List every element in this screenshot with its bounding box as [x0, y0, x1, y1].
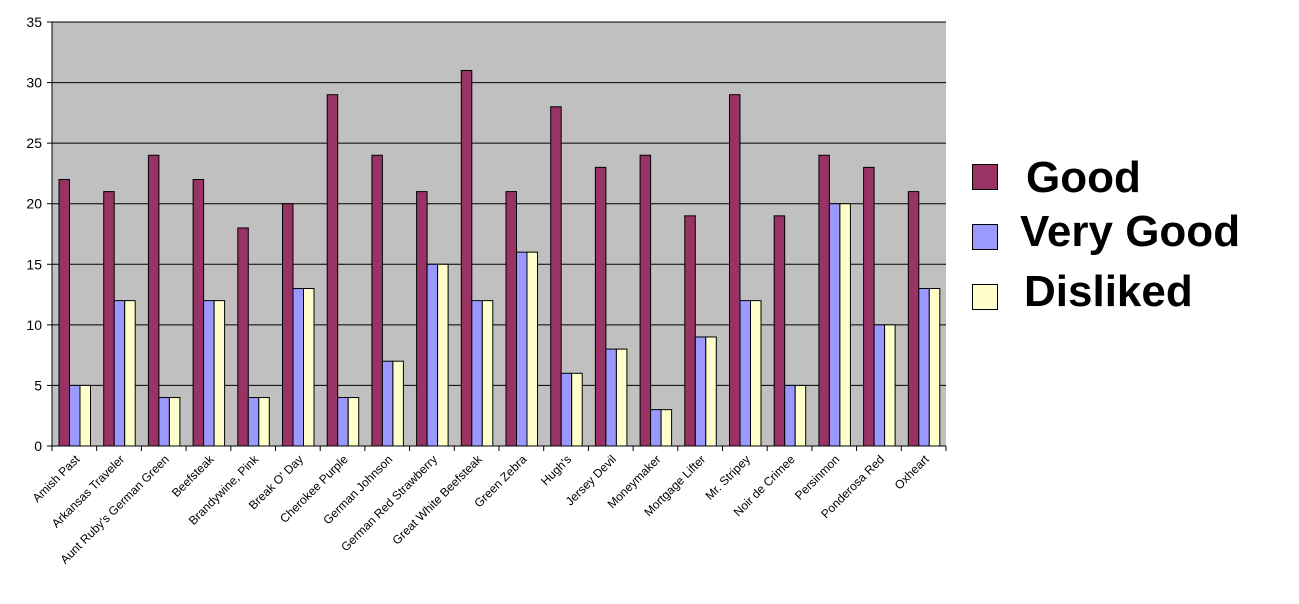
bar-very-good	[605, 348, 617, 447]
bar-disliked	[928, 288, 941, 447]
bar-good	[326, 94, 339, 447]
bar-very-good	[873, 324, 886, 447]
bar-very-good	[918, 288, 930, 447]
bar-very-good	[560, 372, 573, 447]
y-tick-label: 30	[26, 75, 42, 91]
bar-disliked	[750, 300, 762, 447]
bar-disliked	[347, 397, 360, 447]
bar-disliked	[526, 251, 538, 447]
bar-disliked	[705, 336, 717, 447]
bar-very-good	[381, 360, 394, 447]
bar-disliked	[213, 300, 226, 447]
bar-disliked	[168, 397, 181, 447]
bar-very-good	[69, 384, 81, 447]
bar-good	[639, 154, 652, 447]
bar-very-good	[203, 300, 215, 447]
bar-very-good	[784, 384, 796, 447]
bar-good	[58, 178, 70, 447]
legend-swatch-disliked	[972, 284, 998, 310]
bar-good	[863, 166, 875, 447]
bar-very-good	[739, 300, 751, 447]
bar-good	[818, 154, 830, 447]
bar-disliked	[79, 384, 91, 447]
bar-good	[505, 191, 517, 447]
bar-good	[907, 191, 920, 447]
bar-good	[416, 191, 428, 447]
bar-very-good	[694, 336, 707, 447]
legend-swatch-very-good	[972, 224, 998, 250]
bar-very-good	[113, 300, 126, 447]
bar-disliked	[258, 397, 270, 447]
bar-disliked	[437, 263, 449, 447]
bar-disliked	[839, 203, 851, 447]
bar-good	[684, 215, 696, 447]
bar-disliked	[794, 384, 807, 447]
y-tick-label: 10	[26, 317, 42, 333]
plot-area	[52, 22, 946, 446]
y-tick-label: 0	[34, 438, 42, 454]
bar-disliked	[303, 288, 315, 447]
x-tick-label: Oxheart	[892, 452, 933, 493]
bar-disliked	[124, 300, 136, 447]
bar-disliked	[392, 360, 404, 447]
bar-good	[147, 154, 160, 447]
legend-label-good: Good	[1026, 153, 1141, 202]
legend-swatch-good	[972, 164, 998, 190]
bar-disliked	[615, 348, 628, 447]
bar-good	[773, 215, 786, 447]
bar-good	[103, 191, 115, 447]
bar-good	[282, 203, 294, 447]
legend-label-disliked: Disliked	[1024, 267, 1193, 316]
bar-very-good	[158, 397, 170, 447]
y-tick-label: 15	[26, 256, 42, 272]
x-tick-label: Hugh's	[538, 452, 574, 488]
bar-very-good	[247, 397, 260, 447]
bar-disliked	[571, 372, 583, 447]
bar-very-good	[828, 203, 841, 447]
legend-label-very-good: Very Good	[1020, 207, 1241, 256]
bar-good	[192, 178, 205, 447]
bar-very-good	[292, 288, 304, 447]
bar-good	[237, 227, 249, 447]
bar-disliked	[481, 300, 494, 447]
bar-disliked	[884, 324, 896, 447]
bar-very-good	[516, 251, 528, 447]
bar-very-good	[337, 397, 349, 447]
bar-good	[460, 69, 473, 447]
y-tick-label: 25	[26, 135, 42, 151]
bar-very-good	[471, 300, 483, 447]
bar-good	[729, 94, 741, 447]
y-tick-label: 35	[26, 14, 42, 30]
bar-very-good	[426, 263, 439, 447]
bar-good	[371, 154, 383, 447]
y-tick-label: 20	[26, 196, 42, 212]
bar-good	[550, 106, 562, 447]
bar-disliked	[660, 409, 673, 447]
bar-very-good	[650, 409, 662, 447]
bar-good	[594, 166, 607, 447]
y-tick-label: 5	[34, 377, 42, 393]
